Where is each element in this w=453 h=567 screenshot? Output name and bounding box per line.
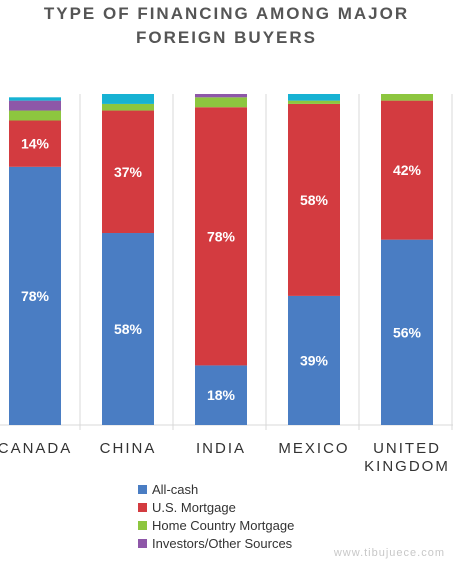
bar-segment-0-1 — [9, 120, 61, 167]
bar-segment-0-4 — [9, 97, 61, 101]
legend-item-2: Home Country Mortgage — [138, 516, 294, 534]
category-label-4-1: KINGDOM — [364, 458, 450, 475]
legend-item-1: U.S. Mortgage — [138, 498, 294, 516]
data-label-2-1: 78% — [207, 228, 236, 244]
chart-title-line-2: FOREIGN BUYERS — [135, 28, 318, 47]
bar-segment-2-2 — [195, 97, 247, 108]
legend-label-2: Home Country Mortgage — [152, 517, 295, 533]
data-label-1-0: 58% — [114, 321, 143, 337]
bar-segment-1-4 — [102, 94, 154, 104]
data-label-1-1: 37% — [114, 164, 143, 180]
category-label-3: MEXICO — [278, 440, 349, 457]
chart-title: TYPE OF FINANCING AMONG MAJOR FOREIGN BU… — [0, 2, 453, 50]
legend-swatch-0 — [138, 484, 147, 494]
bar-segment-0-2 — [9, 110, 61, 121]
bar-segment-3-1 — [288, 103, 340, 296]
watermark: www.tibujuece.com — [333, 547, 445, 559]
data-label-4-0: 56% — [393, 324, 422, 340]
legend-label-1: U.S. Mortgage — [152, 499, 236, 515]
legend-swatch-3 — [138, 538, 147, 548]
bar-segment-1-2 — [102, 103, 154, 111]
bar-segment-3-0 — [288, 295, 340, 425]
bar-segment-4-0 — [381, 239, 433, 425]
legend-swatch-2 — [138, 520, 147, 530]
bar-segment-2-1 — [195, 107, 247, 366]
data-label-0-1: 14% — [21, 136, 50, 152]
bar-segment-1-1 — [102, 110, 154, 234]
bar-segment-1-0 — [102, 233, 154, 425]
legend: All-cash U.S. Mortgage Home Country Mortga… — [138, 480, 294, 552]
chart-title-line-1: TYPE OF FINANCING AMONG MAJOR — [43, 4, 410, 23]
category-label-4-0: UNITED — [373, 440, 441, 457]
bar-segment-3-2 — [288, 100, 340, 104]
bar-segment-0-0 — [9, 166, 61, 425]
data-label-2-0: 18% — [207, 387, 236, 403]
category-label-1: CHINA — [100, 440, 157, 457]
data-label-3-1: 58% — [300, 192, 329, 208]
bar-segment-4-2 — [381, 94, 433, 101]
bar-segment-0-3 — [9, 100, 61, 111]
data-label-3-0: 39% — [300, 352, 329, 368]
bar-segment-2-0 — [195, 365, 247, 425]
bar-segment-4-1 — [381, 100, 433, 240]
legend-label-3: Investors/Other Sources — [152, 535, 293, 551]
category-label-2: INDIA — [196, 440, 246, 457]
stacked-bar-chart: 78% 14% CANADA 58% 37% CHINA 18% 78% INDIA 39% 58%… — [0, 94, 453, 475]
bar-segment-3-4 — [288, 94, 340, 101]
legend-item-3: Investors/Other Sources — [138, 534, 294, 552]
legend-item-0: All-cash — [138, 480, 294, 498]
bar-segment-2-3 — [195, 94, 247, 98]
category-label-0: CANADA — [0, 440, 72, 457]
legend-swatch-1 — [138, 502, 147, 512]
legend-label-0: All-cash — [152, 481, 199, 497]
data-label-4-1: 42% — [393, 162, 422, 178]
data-label-0-0: 78% — [21, 288, 50, 304]
